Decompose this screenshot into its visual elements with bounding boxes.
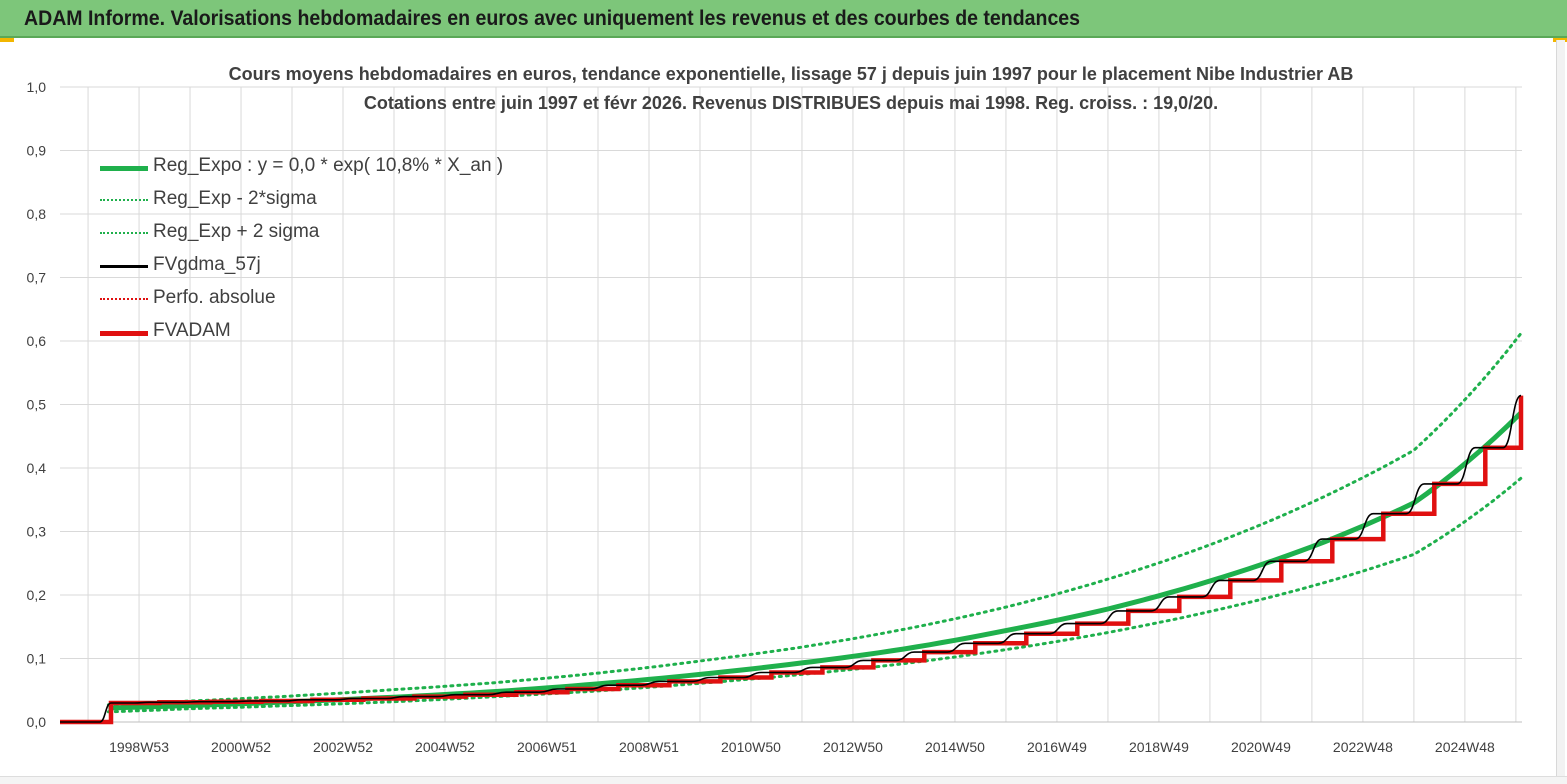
legend-swatch [100,166,148,171]
x-tick-label: 1998W53 [109,739,169,755]
legend-label: FVADAM [153,320,231,341]
legend-swatch [100,331,148,336]
corner-mark-left [0,38,14,42]
x-tick-label: 2004W52 [415,739,475,755]
legend-swatch [100,199,148,201]
legend-item: FVADAM [100,317,520,350]
chart-subtitle: Cotations entre juin 1997 et févr 2026. … [363,93,1219,113]
y-tick-label: 0,8 [27,206,47,222]
header-bar: ADAM Informe. Valorisations hebdomadaire… [0,0,1567,38]
x-tick-label: 2010W50 [721,739,781,755]
y-tick-label: 0,4 [27,460,47,476]
y-tick-label: 1,0 [27,79,47,95]
y-tick-label: 0,0 [27,714,47,730]
legend-label: Reg_Expo : y = 0,0 * exp( 10,8% * X_an ) [153,155,504,176]
legend-item: Reg_Exp + 2 sigma [100,218,520,251]
series-reg-exp-plus-2sigma [106,331,1523,707]
legend-label: Perfo. absolue [153,287,276,308]
frame-bottom-edge [0,776,1567,784]
x-tick-label: 2002W52 [313,739,373,755]
legend-swatch [100,232,148,234]
legend-item: Perfo. absolue [100,284,520,317]
legend-item: Reg_Expo : y = 0,0 * exp( 10,8% * X_an ) [100,152,520,185]
x-tick-label: 2016W49 [1027,739,1087,755]
x-tick-label: 2020W49 [1231,739,1291,755]
legend-item: FVgdma_57j [100,251,520,284]
chart-legend: Reg_Expo : y = 0,0 * exp( 10,8% * X_an )… [100,152,520,350]
legend-swatch [100,265,148,268]
legend-swatch [100,298,148,300]
legend-label: FVgdma_57j [153,254,261,275]
x-tick-label: 2000W52 [211,739,271,755]
y-tick-label: 0,3 [27,524,47,540]
y-tick-label: 0,9 [27,143,47,159]
y-tick-label: 0,1 [27,651,47,667]
x-tick-label: 2006W51 [517,739,577,755]
x-tick-label: 2018W49 [1129,739,1189,755]
page-title: ADAM Informe. Valorisations hebdomadaire… [24,7,1081,30]
y-tick-label: 0,2 [27,587,47,603]
x-tick-label: 2008W51 [619,739,679,755]
x-tick-label: 2022W48 [1333,739,1393,755]
legend-label: Reg_Exp - 2*sigma [153,188,317,209]
chart-title: Cours moyens hebdomadaires en euros, ten… [228,64,1354,84]
frame-right-edge [1556,40,1565,783]
x-tick-label: 2012W50 [823,739,883,755]
y-tick-label: 0,5 [27,397,47,413]
legend-item: Reg_Exp - 2*sigma [100,185,520,218]
legend-label: Reg_Exp + 2 sigma [153,221,320,242]
y-tick-label: 0,6 [27,333,47,349]
x-tick-label: 2014W50 [925,739,985,755]
y-tick-label: 0,7 [27,270,47,286]
series-fvgdma-57j [60,394,1522,723]
x-tick-label: 2024W48 [1435,739,1495,755]
